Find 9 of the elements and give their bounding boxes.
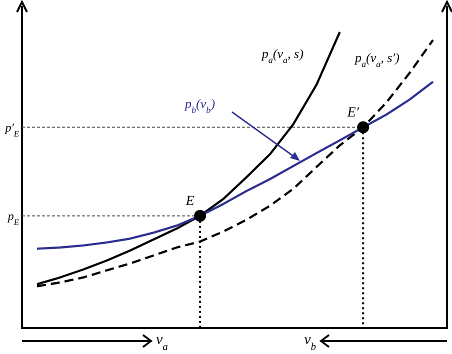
- text: v$_{a}$: [156, 332, 168, 352]
- text: p$_{b}$(v$_{b}$): [184, 96, 216, 115]
- ref-line-label: p$_{E}$: [6, 208, 19, 226]
- annotation: E: [184, 194, 195, 209]
- series-label: p$_{a}$(v$_{a}$, s′): [354, 50, 400, 69]
- annotation: E′: [346, 105, 360, 120]
- series-label: p$_{a}$(v$_{a}$, s): [260, 46, 304, 65]
- text: v$_{b}$: [304, 332, 316, 352]
- ref-line-label: p′$_{E}$: [4, 120, 19, 138]
